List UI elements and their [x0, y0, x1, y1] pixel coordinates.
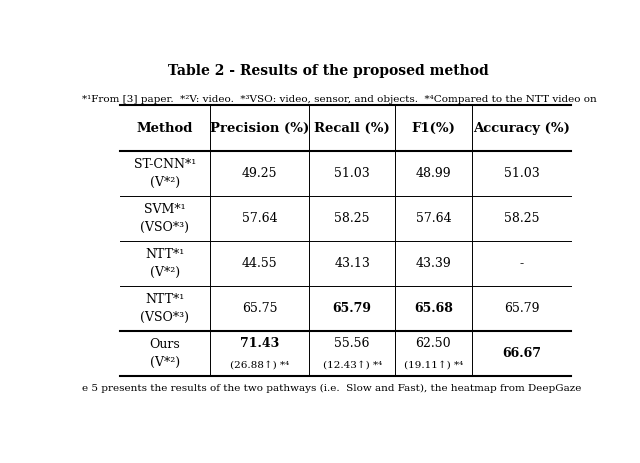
- Text: (19.11↑) *⁴: (19.11↑) *⁴: [404, 360, 463, 369]
- Text: 48.99: 48.99: [415, 167, 451, 180]
- Text: Accuracy (%): Accuracy (%): [473, 122, 570, 135]
- Text: 71.43: 71.43: [240, 338, 279, 350]
- Text: 51.03: 51.03: [504, 167, 540, 180]
- Text: NTT*¹
(VSO*³): NTT*¹ (VSO*³): [140, 293, 189, 324]
- Text: -: -: [519, 257, 524, 270]
- Text: 43.13: 43.13: [334, 257, 370, 270]
- Text: (12.43↑) *⁴: (12.43↑) *⁴: [323, 360, 381, 369]
- Text: 65.75: 65.75: [242, 302, 277, 315]
- Text: ST-CNN*¹
(V*²): ST-CNN*¹ (V*²): [134, 158, 196, 189]
- Text: SVM*¹
(VSO*³): SVM*¹ (VSO*³): [140, 203, 189, 234]
- Text: Table 2 - Results of the proposed method: Table 2 - Results of the proposed method: [168, 64, 488, 78]
- Text: 49.25: 49.25: [242, 167, 277, 180]
- Text: 58.25: 58.25: [504, 212, 539, 225]
- Text: 55.56: 55.56: [334, 338, 370, 350]
- Text: 51.03: 51.03: [334, 167, 370, 180]
- Text: (26.88↑) *⁴: (26.88↑) *⁴: [230, 360, 289, 369]
- Text: 43.39: 43.39: [415, 257, 451, 270]
- Text: 57.64: 57.64: [415, 212, 451, 225]
- Text: Precision (%): Precision (%): [210, 122, 309, 135]
- Text: e 5 presents the results of the two pathways (i.e.  Slow and Fast), the heatmap : e 5 presents the results of the two path…: [83, 383, 582, 393]
- Text: Ours
(V*²): Ours (V*²): [150, 338, 180, 369]
- Text: Recall (%): Recall (%): [314, 122, 390, 135]
- Text: 65.79: 65.79: [504, 302, 539, 315]
- Text: 66.67: 66.67: [502, 347, 541, 360]
- Text: 65.68: 65.68: [414, 302, 453, 315]
- Text: 44.55: 44.55: [242, 257, 277, 270]
- Text: 58.25: 58.25: [334, 212, 370, 225]
- Text: Method: Method: [136, 122, 193, 135]
- Text: 62.50: 62.50: [415, 338, 451, 350]
- Text: NTT*¹
(V*²): NTT*¹ (V*²): [145, 248, 184, 279]
- Text: *¹From [3] paper.  *²V: video.  *³VSO: video, sensor, and objects.  *⁴Compared t: *¹From [3] paper. *²V: video. *³VSO: vid…: [83, 95, 597, 104]
- Text: 65.79: 65.79: [333, 302, 372, 315]
- Text: 57.64: 57.64: [242, 212, 277, 225]
- Text: F1(%): F1(%): [412, 122, 455, 135]
